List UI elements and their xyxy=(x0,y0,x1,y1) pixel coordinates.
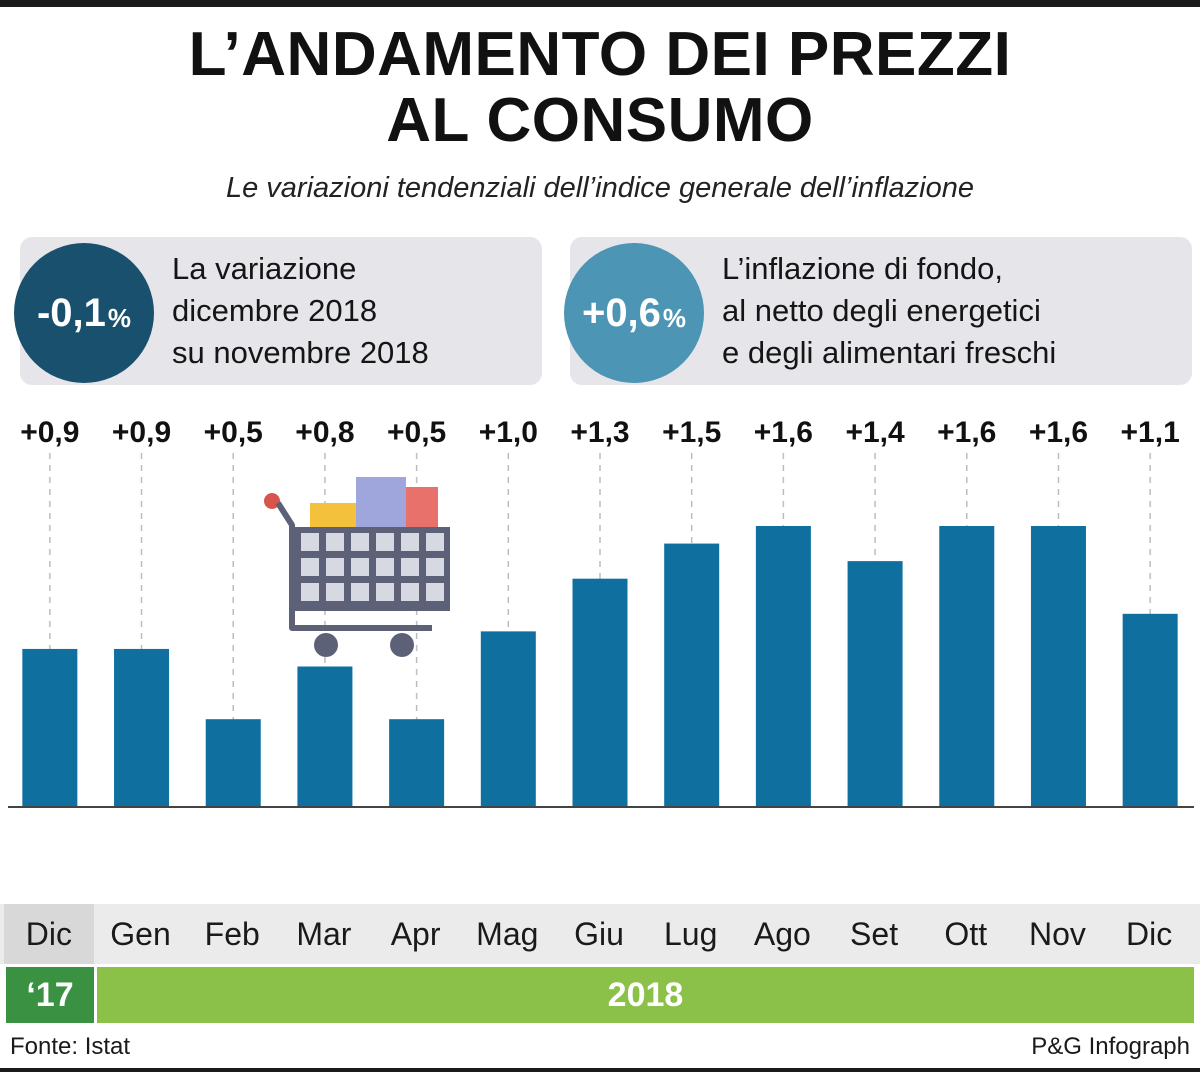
chart-subtitle: Le variazioni tendenziali dell’indice ge… xyxy=(225,172,975,204)
year-label-2017: ‘17 xyxy=(6,967,94,1023)
value-label-11: +1,6 xyxy=(1029,416,1088,449)
bar-10 xyxy=(939,526,995,807)
bar-0 xyxy=(22,648,78,807)
month-label-4: Apr xyxy=(390,916,441,952)
source-note: Fonte: Istat xyxy=(10,1033,131,1060)
month-label-11: Nov xyxy=(1029,916,1086,952)
monthly-change-badge: -0,1% xyxy=(14,243,154,383)
bar-2 xyxy=(205,719,261,807)
bar-3 xyxy=(297,666,353,807)
title-line-1: L’ANDAMENTO DEI PREZZI xyxy=(188,20,1012,89)
box2-line-1: L’inflazione di fondo, xyxy=(722,251,1003,286)
monthly-change-description: La variazione dicembre 2018 su novembre … xyxy=(172,248,429,374)
bar-12 xyxy=(1122,613,1178,807)
core-inflation-badge: +0,6% xyxy=(564,243,704,383)
month-axis xyxy=(0,904,1200,964)
bottom-rule xyxy=(0,1068,1200,1072)
value-label-7: +1,5 xyxy=(662,416,721,449)
title-line-2: AL CONSUMO xyxy=(386,86,814,155)
credit-note: P&G Infograph xyxy=(1031,1033,1190,1060)
value-label-8: +1,6 xyxy=(754,416,813,449)
bar-6 xyxy=(572,578,628,807)
bar-5 xyxy=(480,631,536,807)
month-label-6: Giu xyxy=(574,916,624,952)
value-label-5: +1,0 xyxy=(479,416,538,449)
bar-11 xyxy=(1030,526,1086,807)
box1-line-1: La variazione xyxy=(172,251,357,286)
box2-line-2: al netto degli energetici xyxy=(722,293,1041,328)
box1-line-3: su novembre 2018 xyxy=(172,335,429,370)
monthly-change-unit: % xyxy=(107,302,132,333)
value-label-0: +0,9 xyxy=(20,416,79,449)
month-label-9: Set xyxy=(850,916,899,952)
monthly-change-value: -0,1 xyxy=(36,290,106,335)
shopping-cart-icon xyxy=(264,477,450,657)
box1-line-2: dicembre 2018 xyxy=(172,293,378,328)
year-label-2018: 2018 xyxy=(97,967,1194,1023)
bar-4 xyxy=(389,719,445,807)
value-label-3: +0,8 xyxy=(295,416,354,449)
value-label-12: +1,1 xyxy=(1121,416,1180,449)
top-rule xyxy=(0,0,1200,7)
bar-8 xyxy=(755,526,811,807)
value-label-1: +0,9 xyxy=(112,416,171,449)
month-label-1: Gen xyxy=(110,916,171,952)
month-label-0: Dic xyxy=(4,904,94,964)
bar-1 xyxy=(114,648,170,807)
bar-chart: +0,9 +0,9 +0,5 +0,8 +0,5 +1,0 +1,3 +1,5 +1,6 +1,4… xyxy=(8,416,1194,808)
month-label-5: Mag xyxy=(476,916,539,952)
value-label-6: +1,3 xyxy=(570,416,629,449)
value-labels: +0,9 +0,9 +0,5 +0,8 +0,5 +1,0 +1,3 +1,5 +1,6 +1,4… xyxy=(20,416,1180,449)
box2-line-3: e degli alimentari freschi xyxy=(722,335,1057,370)
bar-9 xyxy=(847,561,903,807)
core-inflation-description: L’inflazione di fondo, al netto degli en… xyxy=(722,248,1056,374)
value-label-9: +1,4 xyxy=(845,416,905,449)
value-label-4: +0,5 xyxy=(387,416,446,449)
core-inflation-value: +0,6 xyxy=(581,290,661,335)
value-label-10: +1,6 xyxy=(937,416,996,449)
month-label-8: Ago xyxy=(753,916,811,952)
chart-title: L’ANDAMENTO DEI PREZZI AL CONSUMO xyxy=(0,22,1200,154)
month-label-3: Mar xyxy=(296,916,352,952)
core-inflation-unit: % xyxy=(662,302,687,333)
value-label-2: +0,5 xyxy=(204,416,263,449)
month-label-10: Ott xyxy=(944,916,988,952)
bars xyxy=(22,526,1178,807)
month-label-2: Feb xyxy=(204,916,260,952)
month-label-12: Dic xyxy=(1126,916,1173,952)
month-label-7: Lug xyxy=(663,916,718,952)
bar-7 xyxy=(664,543,720,807)
